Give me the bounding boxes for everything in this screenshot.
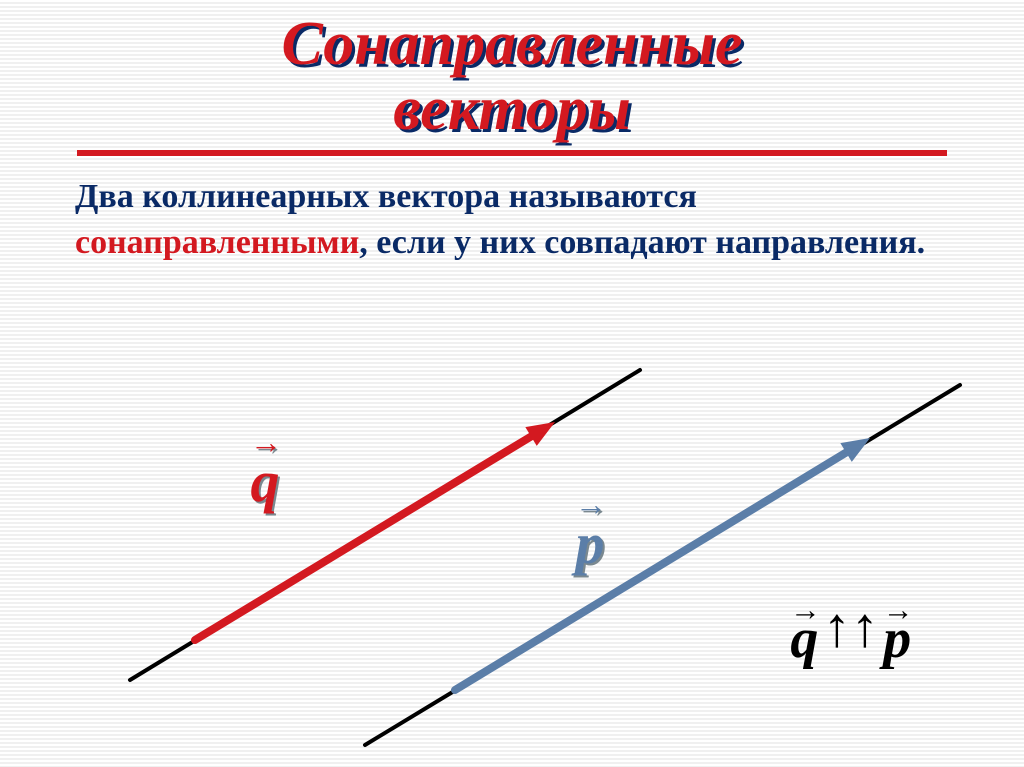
title-line-1: Сонаправленные [0,12,1024,77]
definition-part-1: Два коллинеарных вектора называются [75,178,697,215]
codirectional-notation: → q ↑↑ → p [790,600,912,664]
definition-part-3: , если у них совпадают направления. [359,224,925,261]
notation-p: → p [883,604,912,664]
guide-line-p [365,385,960,745]
arrow-over-icon: → [250,438,280,448]
guide-line-q [130,370,640,680]
notation-p-letter: p [883,616,911,664]
definition-text: Два коллинеарных вектора называются сона… [0,156,1024,266]
vector-q-label: → q [250,438,280,515]
notation-q: → q [790,604,819,664]
vector-p-label: → p [575,500,605,577]
arrow-over-icon: → [575,500,605,510]
vector-p-symbol: p [575,511,604,576]
vector-q-symbol: q [250,449,279,514]
up-arrows-icon: ↑↑ [823,596,879,660]
notation-q-letter: q [790,616,818,664]
definition-highlight: сонаправленными [75,224,359,261]
title-line-2: векторы [0,77,1024,142]
vector-q-arrow [195,422,555,640]
slide-title: Сонаправленные векторы [0,0,1024,142]
